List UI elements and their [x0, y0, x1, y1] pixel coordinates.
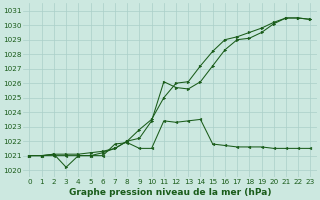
X-axis label: Graphe pression niveau de la mer (hPa): Graphe pression niveau de la mer (hPa) [69, 188, 271, 197]
